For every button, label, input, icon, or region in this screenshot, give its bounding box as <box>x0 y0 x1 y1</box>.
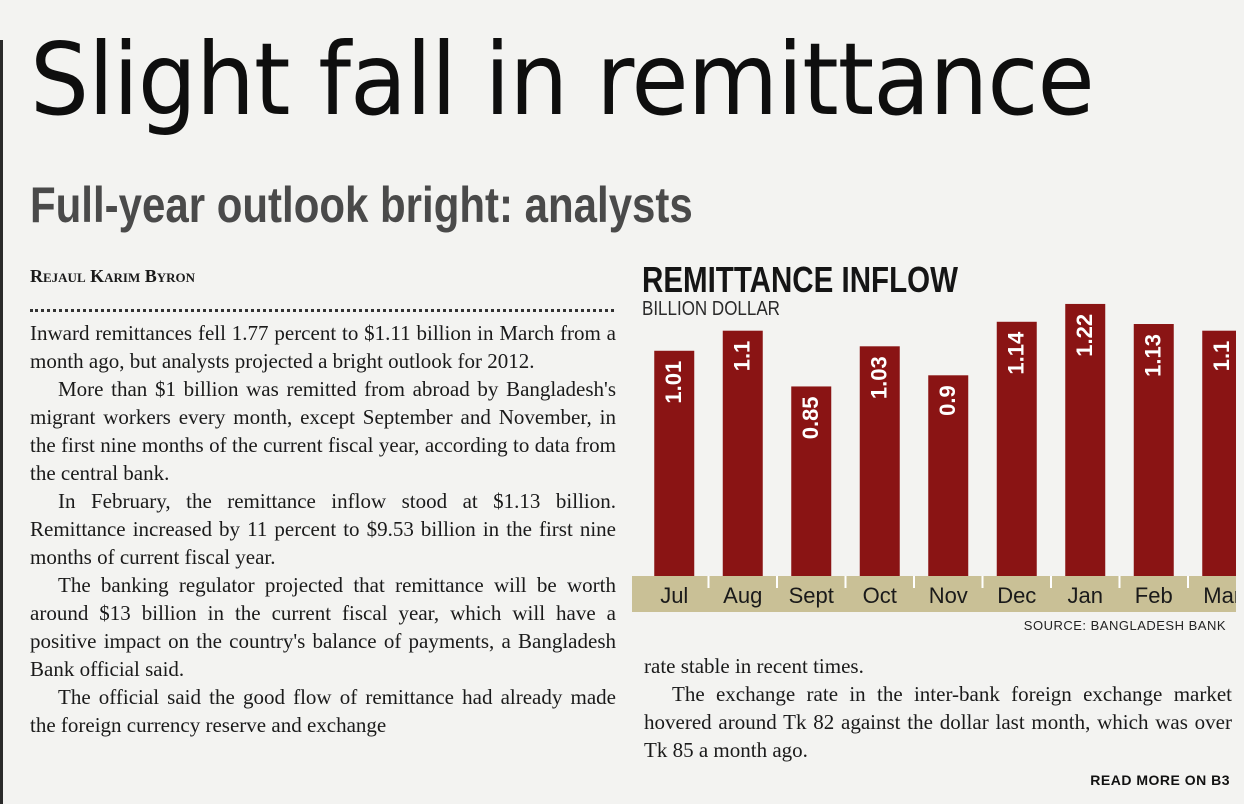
category-label: Oct <box>863 583 897 608</box>
category-label: Mar <box>1203 583 1236 608</box>
bar-sept <box>791 386 832 576</box>
read-more-link[interactable]: READ MORE ON B3 <box>1090 772 1230 788</box>
bar-value-label: 1.14 <box>1004 331 1029 375</box>
bar-jan <box>1065 303 1106 576</box>
bar-dec <box>996 321 1037 576</box>
byline: Rejaul Karim Byron <box>30 266 196 286</box>
bar-value-label: 1.1 <box>730 341 755 372</box>
bar-value-label: 1.13 <box>1141 334 1166 377</box>
category-axis-band <box>632 576 1236 612</box>
chart-unit-label: BILLION DOLLAR <box>642 298 780 320</box>
bar-nov <box>928 375 969 576</box>
column-rule <box>0 40 3 804</box>
dotted-divider <box>30 309 614 312</box>
bar-value-label: 1.01 <box>661 361 686 404</box>
bar-feb <box>1133 324 1174 576</box>
paragraph: The exchange rate in the inter-bank fore… <box>644 682 1232 762</box>
remittance-bar-chart: 1.01 Jul 1.1 Aug 0.85 Sept 1.03 Oct 0.9 Nov 1.14 De… <box>632 303 1236 612</box>
subheadline: Full-year outlook bright: analysts <box>30 177 693 233</box>
bar-oct <box>859 346 900 576</box>
paragraph: In February, the remittance inflow stood… <box>30 489 616 569</box>
category-label: Nov <box>929 583 968 608</box>
bar-value-label: 1.22 <box>1072 314 1097 357</box>
category-label: Feb <box>1135 583 1173 608</box>
chart-title: REMITTANCE INFLOW <box>642 259 958 300</box>
bar-value-label: 1.03 <box>867 356 892 399</box>
category-label: Jan <box>1068 583 1103 608</box>
paragraph: The official said the good flow of remit… <box>30 685 616 737</box>
bar-value-label: 0.9 <box>935 385 960 416</box>
bar-value-label: 1.1 <box>1209 341 1234 372</box>
category-label: Aug <box>723 583 762 608</box>
bar-value-label: 0.85 <box>798 396 823 439</box>
chart-source: SOURCE: BANGLADESH BANK <box>1023 618 1226 633</box>
paragraph: Inward remittances fell 1.77 percent to … <box>30 321 616 373</box>
bar-jul <box>654 350 695 576</box>
paragraph: More than $1 billion was remitted from a… <box>30 377 616 485</box>
category-label: Dec <box>997 583 1036 608</box>
paragraph: The banking regulator projected that rem… <box>30 573 616 681</box>
article-body-right: rate stable in recent times. The exchang… <box>644 652 1232 764</box>
headline: Slight fall in remittance <box>30 21 1095 138</box>
bar-mar <box>1202 330 1236 576</box>
paragraph: rate stable in recent times. <box>644 654 864 678</box>
bar-aug <box>722 330 763 576</box>
article-body-left: Inward remittances fell 1.77 percent to … <box>30 319 616 739</box>
category-label: Sept <box>789 583 834 608</box>
category-label: Jul <box>660 583 688 608</box>
